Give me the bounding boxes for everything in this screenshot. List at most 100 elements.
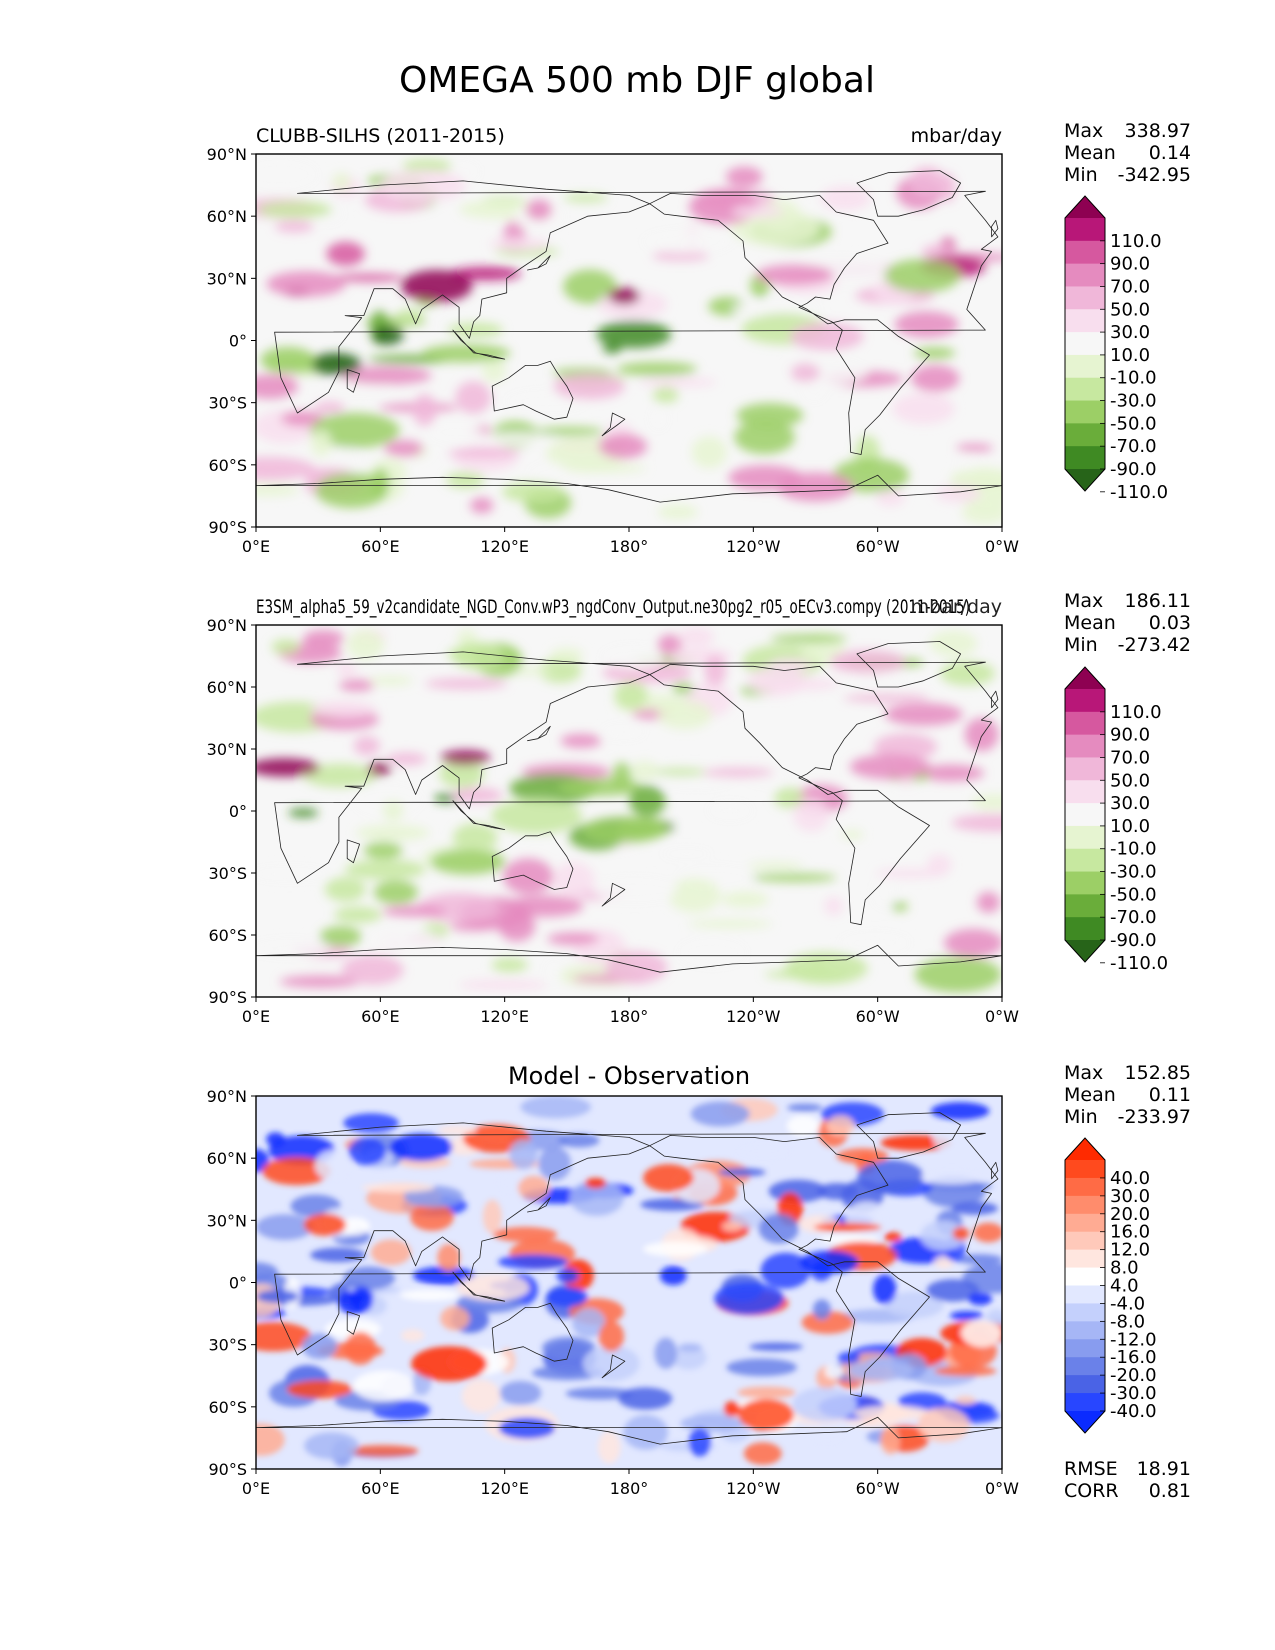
field-blob bbox=[439, 760, 485, 789]
x-tick-label: 60°W bbox=[856, 1479, 900, 1498]
field-blob bbox=[616, 817, 669, 841]
field-blob bbox=[643, 1241, 708, 1257]
field-blob bbox=[657, 699, 712, 730]
colorbar-label: -110.0 bbox=[1110, 953, 1168, 974]
panel-title-left: CLUBB-SILHS (2011-2015) bbox=[256, 125, 505, 147]
stat-value-mean: 0.11 bbox=[1149, 1084, 1191, 1106]
field-blob bbox=[956, 443, 994, 452]
field-blob bbox=[929, 630, 978, 657]
field-blob bbox=[363, 842, 403, 860]
field-blob bbox=[964, 717, 999, 752]
stat-value-rmse: 18.91 bbox=[1137, 1458, 1191, 1480]
field-blob bbox=[829, 649, 906, 674]
colorbar-label: 110.0 bbox=[1110, 231, 1162, 252]
field-blob bbox=[920, 1220, 967, 1251]
field-blob bbox=[875, 868, 946, 879]
coastlines bbox=[256, 641, 1002, 973]
field-blob bbox=[560, 733, 602, 748]
field-blob bbox=[768, 658, 812, 673]
field-blob bbox=[449, 921, 496, 932]
field-blob bbox=[784, 952, 868, 985]
field-blob bbox=[913, 347, 956, 359]
field-blob bbox=[498, 910, 536, 942]
colorbar-label: -16.0 bbox=[1110, 1347, 1157, 1368]
y-tick-label: 0° bbox=[229, 332, 247, 351]
field-blob bbox=[493, 1226, 558, 1243]
field-blob bbox=[361, 1182, 435, 1193]
field-blob bbox=[381, 905, 447, 917]
field-blob bbox=[725, 166, 763, 188]
field-blob bbox=[256, 939, 332, 958]
field-blob bbox=[367, 762, 392, 776]
coastlines bbox=[256, 1112, 1002, 1445]
field-blob bbox=[926, 1279, 980, 1302]
field-blob bbox=[334, 273, 404, 282]
field-blob bbox=[569, 1180, 624, 1216]
field-blob bbox=[584, 1177, 607, 1189]
stat-label-min: Min bbox=[1064, 1106, 1098, 1128]
field-blob bbox=[728, 465, 803, 491]
colorbar-bin bbox=[1065, 400, 1105, 424]
field-blob bbox=[955, 1395, 976, 1405]
colorbar-label: -30.0 bbox=[1110, 1383, 1157, 1404]
field-blob bbox=[914, 956, 1002, 993]
coastline bbox=[274, 1122, 999, 1356]
field-blob bbox=[256, 159, 318, 190]
field-blob bbox=[379, 169, 467, 203]
y-tick-label: 30°S bbox=[208, 394, 247, 413]
field-blob bbox=[608, 287, 640, 305]
coastline bbox=[452, 800, 506, 830]
field-blob bbox=[499, 1381, 542, 1406]
field-blob bbox=[652, 250, 710, 262]
field-blob bbox=[737, 1386, 796, 1399]
field-blob bbox=[384, 440, 424, 457]
field-blob bbox=[509, 1139, 538, 1170]
field-blob bbox=[801, 1311, 854, 1334]
field-blob bbox=[839, 932, 911, 954]
field-blob bbox=[976, 891, 1001, 913]
field-blob bbox=[256, 1423, 285, 1456]
field-blob bbox=[770, 634, 848, 643]
field-blob bbox=[891, 901, 909, 912]
field-blob bbox=[266, 1132, 285, 1147]
field-blob bbox=[559, 777, 643, 797]
x-tick-label: 180° bbox=[610, 1479, 649, 1498]
stat-value-min: -233.97 bbox=[1118, 1106, 1191, 1128]
x-tick-label: 60°E bbox=[361, 1479, 399, 1498]
stat-label-min: Min bbox=[1064, 634, 1098, 656]
field-blob bbox=[562, 463, 647, 473]
colorbar-label: -70.0 bbox=[1110, 907, 1157, 928]
field-blob bbox=[875, 488, 905, 507]
colorbar-label: -50.0 bbox=[1110, 413, 1157, 434]
field-blob bbox=[944, 928, 1002, 958]
colorbar-label: -40.0 bbox=[1110, 1401, 1157, 1422]
x-tick-label: 60°W bbox=[856, 537, 900, 556]
field-blob bbox=[661, 849, 712, 859]
field-blob bbox=[341, 955, 404, 985]
colorbar-extend-min bbox=[1065, 940, 1105, 962]
field-blob bbox=[736, 1143, 792, 1159]
field-blob bbox=[760, 1252, 811, 1289]
coastline bbox=[491, 1302, 574, 1362]
coastline bbox=[274, 180, 999, 414]
colorbar-label: -50.0 bbox=[1110, 884, 1157, 905]
field-blob bbox=[751, 873, 837, 882]
field-blob bbox=[451, 787, 503, 803]
colorbar-label: 16.0 bbox=[1110, 1222, 1150, 1243]
stat-label-mean: Mean bbox=[1064, 612, 1116, 634]
colorbar-bin bbox=[1065, 377, 1105, 402]
field-blob bbox=[332, 172, 351, 191]
colorbar-label: -10.0 bbox=[1110, 368, 1157, 389]
colorbar-bin bbox=[1065, 240, 1105, 265]
field-blob bbox=[410, 1203, 454, 1231]
colorbar-label: 10.0 bbox=[1110, 345, 1150, 366]
field-blob bbox=[659, 1265, 687, 1286]
figure-title: OMEGA 500 mb DJF global bbox=[399, 60, 875, 101]
field-blob bbox=[930, 1102, 990, 1120]
y-tick-label: 90°S bbox=[208, 1460, 247, 1479]
field-blob bbox=[853, 1405, 930, 1421]
y-tick-label: 60°S bbox=[208, 1398, 247, 1417]
field-blob bbox=[339, 1217, 370, 1236]
colorbar-bin bbox=[1065, 689, 1105, 713]
x-tick-label: 120°E bbox=[480, 1479, 529, 1498]
